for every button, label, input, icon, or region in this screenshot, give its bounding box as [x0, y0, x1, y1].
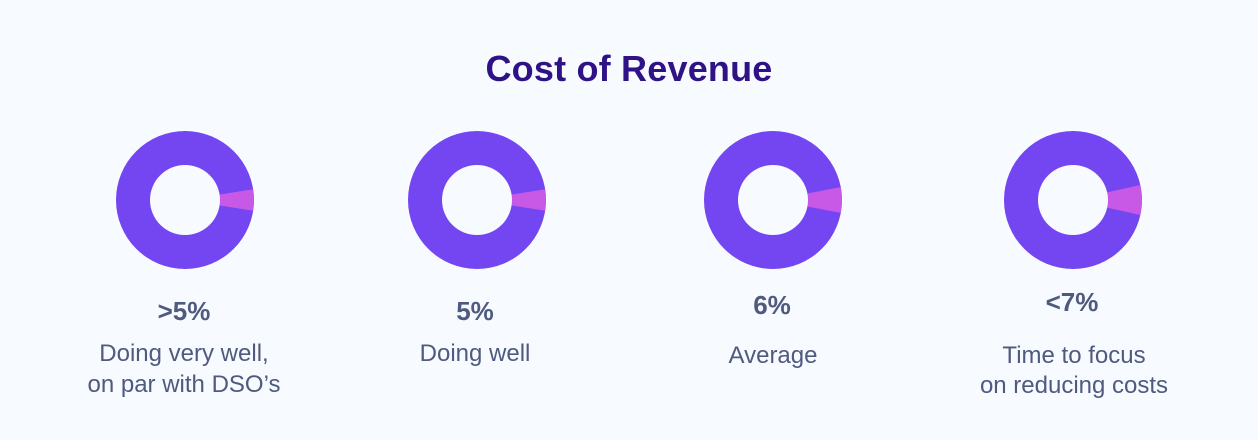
donut-chart-1 [116, 131, 254, 269]
description-1-line-2: on par with DSO’s [87, 371, 281, 398]
description-4-line-2: on reducing costs [979, 372, 1169, 399]
donut-chart-2 [408, 131, 546, 269]
value-label-3: 6% [753, 290, 791, 320]
value-label-2: 5% [456, 296, 494, 326]
description-1-line-1: Doing very well, [99, 340, 269, 367]
description-4-line-1: Time to focus [1002, 342, 1146, 369]
description-2-line-1: Doing well [419, 340, 531, 367]
value-label-4: <7% [1045, 287, 1099, 317]
donut-chart-4 [1004, 131, 1143, 269]
description-3-line-1: Average [728, 342, 818, 369]
donut-chart-3 [704, 131, 843, 269]
chart-title: Cost of Revenue [485, 48, 773, 89]
donut-hole [442, 165, 512, 235]
donut-hole [1038, 165, 1108, 235]
donut-hole [738, 165, 808, 235]
donut-hole [150, 165, 220, 235]
value-label-1: >5% [157, 296, 211, 326]
